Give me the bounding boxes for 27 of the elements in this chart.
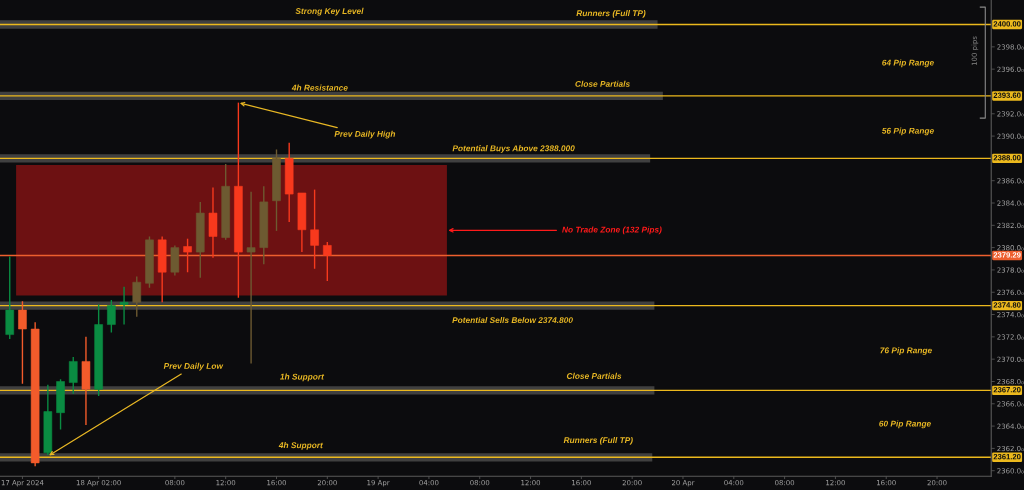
candlestick <box>107 299 116 334</box>
candlestick <box>183 238 192 273</box>
candlestick <box>246 191 256 365</box>
candlestick <box>310 188 319 270</box>
annotation: Close Partials <box>566 372 622 379</box>
annotation: Potential Sells Below 2374.800 <box>452 316 573 324</box>
annotation: 60 Pip Range <box>879 420 931 429</box>
candlestick <box>323 241 332 282</box>
annotation: 56 Pip Range <box>881 127 934 136</box>
candlestick <box>68 356 78 395</box>
candlestick <box>132 275 142 318</box>
annotation: 76 Pip Range <box>880 347 932 355</box>
annotation: Close Partials <box>575 80 630 87</box>
annotation: 1h Support <box>280 373 325 382</box>
annotation: Prev Daily Low <box>163 362 224 371</box>
candlestick <box>208 186 218 259</box>
candlestick <box>119 285 129 326</box>
annotation: Runners (Full TP) <box>563 436 633 445</box>
annotation: 4h Support <box>278 442 324 450</box>
annotation: 4h Resistance <box>291 84 348 91</box>
annotation: Runners (Full TP) <box>576 10 646 18</box>
annotation: Potential Buys Above 2388.000 <box>452 145 575 153</box>
annotation: Prev Daily High <box>334 130 396 139</box>
candlestick <box>18 300 27 385</box>
legend-label: No Trade Zone (132 Pips) <box>562 226 662 235</box>
annotation: Strong Key Level <box>295 7 364 16</box>
annotation: 64 Pip Range <box>882 59 934 68</box>
